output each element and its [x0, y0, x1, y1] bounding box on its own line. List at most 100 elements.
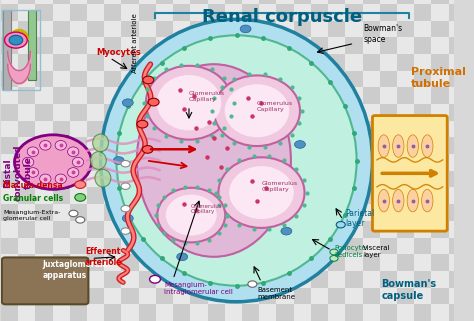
Bar — [191, 137, 208, 154]
Text: Mesangium-
Intraglomerular cell: Mesangium- Intraglomerular cell — [164, 282, 233, 295]
Bar — [53, 171, 70, 187]
Bar — [53, 121, 70, 137]
Bar — [431, 288, 448, 304]
Bar — [121, 171, 139, 187]
Bar — [311, 171, 328, 187]
Bar — [293, 171, 311, 187]
Bar — [345, 204, 363, 221]
Bar — [225, 271, 242, 288]
Bar — [431, 71, 448, 87]
Bar — [87, 304, 104, 321]
Bar — [448, 4, 466, 21]
Bar — [191, 271, 208, 288]
Bar — [293, 37, 311, 54]
Bar — [242, 187, 259, 204]
Bar — [431, 204, 448, 221]
Bar — [363, 37, 380, 54]
Bar — [53, 4, 70, 21]
Bar — [208, 204, 225, 221]
Bar — [293, 104, 311, 121]
Bar — [139, 37, 156, 54]
Bar — [173, 37, 191, 54]
Bar — [173, 271, 191, 288]
Circle shape — [150, 275, 160, 283]
Ellipse shape — [73, 157, 83, 167]
Ellipse shape — [392, 189, 404, 212]
Bar — [36, 271, 53, 288]
Bar — [380, 137, 397, 154]
Bar — [276, 288, 293, 304]
Bar — [345, 271, 363, 288]
Bar — [311, 304, 328, 321]
Bar — [53, 137, 70, 154]
Bar — [1, 0, 18, 4]
Bar — [18, 238, 36, 254]
Circle shape — [240, 25, 251, 33]
Ellipse shape — [146, 66, 232, 140]
Bar — [225, 137, 242, 154]
Bar — [397, 87, 414, 104]
Bar — [276, 37, 293, 54]
Bar — [311, 37, 328, 54]
Bar — [121, 288, 139, 304]
Bar — [173, 154, 191, 171]
Bar — [208, 304, 225, 321]
Bar — [156, 71, 173, 87]
Bar — [328, 171, 345, 187]
Ellipse shape — [378, 189, 390, 212]
Bar — [156, 204, 173, 221]
Bar — [53, 304, 70, 321]
Bar — [397, 221, 414, 238]
Bar — [293, 71, 311, 87]
Bar — [36, 288, 53, 304]
Bar — [173, 21, 191, 37]
Bar — [173, 87, 191, 104]
Bar — [173, 238, 191, 254]
Bar — [259, 254, 276, 271]
Bar — [208, 104, 225, 121]
Bar — [104, 238, 121, 254]
Bar — [36, 87, 53, 104]
Bar — [328, 204, 345, 221]
Bar — [431, 154, 448, 171]
Bar — [70, 171, 87, 187]
Bar — [1, 87, 18, 104]
Ellipse shape — [166, 195, 217, 236]
Bar — [121, 121, 139, 137]
Bar — [18, 87, 36, 104]
Bar — [431, 254, 448, 271]
Bar — [104, 221, 121, 238]
Bar — [156, 187, 173, 204]
Bar — [70, 137, 87, 154]
Bar — [173, 171, 191, 187]
Bar — [345, 71, 363, 87]
Text: Proximal
tubule: Proximal tubule — [411, 67, 466, 89]
Circle shape — [113, 157, 124, 164]
Bar — [36, 221, 53, 238]
Bar — [380, 21, 397, 37]
Bar — [121, 37, 139, 54]
Bar — [70, 21, 87, 37]
Bar — [87, 54, 104, 71]
Bar — [242, 204, 259, 221]
Bar — [328, 87, 345, 104]
Bar — [414, 21, 431, 37]
Bar — [414, 238, 431, 254]
Bar — [87, 104, 104, 121]
Circle shape — [121, 160, 130, 167]
Circle shape — [294, 141, 305, 148]
Bar — [139, 171, 156, 187]
Bar — [139, 238, 156, 254]
Bar — [311, 187, 328, 204]
Bar — [156, 238, 173, 254]
Bar — [104, 271, 121, 288]
Text: Visceral
layer: Visceral layer — [364, 245, 391, 258]
Bar — [276, 171, 293, 187]
Circle shape — [9, 35, 23, 45]
Bar — [345, 221, 363, 238]
Bar — [156, 221, 173, 238]
Bar — [70, 154, 87, 171]
Bar — [311, 121, 328, 137]
Bar — [18, 254, 36, 271]
Bar — [311, 154, 328, 171]
